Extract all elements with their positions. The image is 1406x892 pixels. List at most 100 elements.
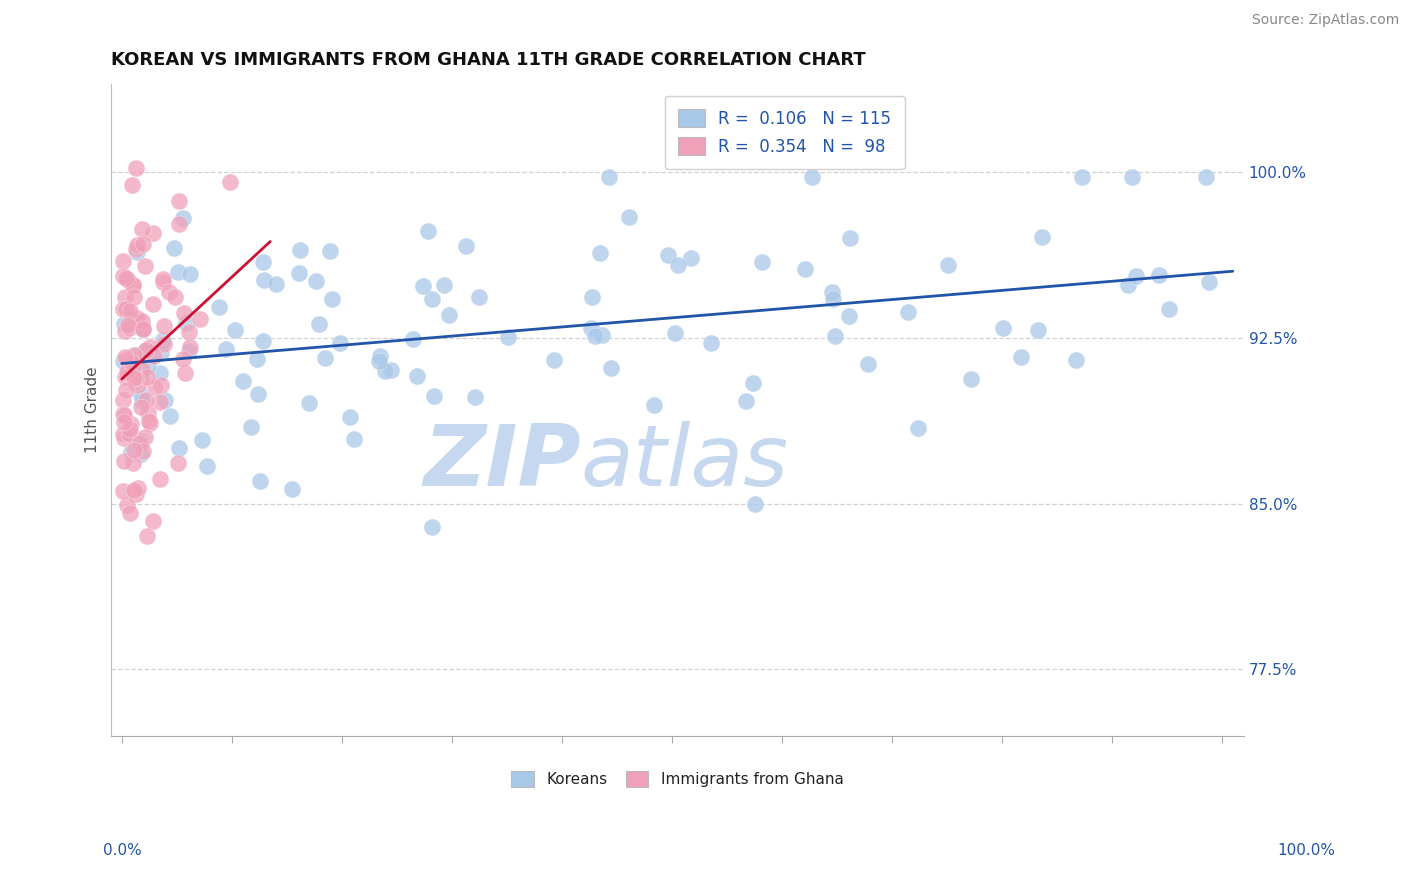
Point bbox=[456, 238, 478, 252]
Point bbox=[118, 321, 141, 335]
Point bbox=[125, 487, 148, 501]
Point bbox=[112, 415, 135, 429]
Point bbox=[122, 289, 145, 303]
Point bbox=[112, 408, 135, 422]
Point bbox=[118, 304, 141, 318]
Point bbox=[131, 222, 153, 236]
Point bbox=[298, 396, 321, 410]
Point bbox=[115, 498, 138, 512]
Point bbox=[342, 432, 364, 446]
Point bbox=[288, 266, 311, 280]
Point bbox=[437, 308, 460, 322]
Point bbox=[374, 364, 396, 378]
Point bbox=[319, 244, 342, 259]
Point bbox=[543, 352, 565, 367]
Point bbox=[600, 361, 623, 376]
Point bbox=[131, 363, 153, 377]
Point bbox=[114, 370, 136, 384]
Point bbox=[115, 365, 138, 379]
Point bbox=[247, 387, 270, 401]
Point bbox=[135, 343, 157, 357]
Point bbox=[177, 325, 200, 339]
Point bbox=[897, 304, 920, 318]
Point bbox=[579, 320, 602, 334]
Point bbox=[420, 292, 443, 306]
Point bbox=[124, 375, 146, 389]
Point bbox=[420, 519, 443, 533]
Point bbox=[959, 372, 981, 386]
Point bbox=[1159, 301, 1181, 316]
Text: atlas: atlas bbox=[581, 420, 789, 503]
Point bbox=[402, 332, 425, 346]
Point bbox=[1026, 323, 1049, 337]
Point bbox=[252, 255, 274, 269]
Point bbox=[174, 316, 197, 330]
Point bbox=[120, 355, 142, 369]
Point bbox=[114, 290, 136, 304]
Point bbox=[167, 456, 190, 470]
Point bbox=[129, 400, 152, 414]
Point bbox=[111, 427, 134, 442]
Point bbox=[416, 224, 439, 238]
Point bbox=[125, 348, 148, 362]
Point bbox=[167, 218, 190, 232]
Point bbox=[114, 302, 136, 317]
Point bbox=[143, 350, 166, 364]
Point bbox=[124, 371, 146, 385]
Point bbox=[823, 292, 845, 306]
Point bbox=[111, 407, 134, 421]
Point bbox=[127, 238, 149, 252]
Point bbox=[112, 317, 135, 331]
Point bbox=[617, 210, 640, 224]
Point bbox=[152, 334, 174, 348]
Point bbox=[135, 369, 157, 384]
Point bbox=[122, 359, 145, 373]
Point bbox=[163, 241, 186, 255]
Point bbox=[127, 481, 149, 495]
Point bbox=[591, 328, 613, 343]
Point bbox=[215, 342, 238, 356]
Point bbox=[252, 334, 274, 348]
Point bbox=[657, 248, 679, 262]
Point bbox=[112, 431, 135, 445]
Point bbox=[125, 352, 148, 367]
Point bbox=[253, 273, 276, 287]
Point bbox=[132, 322, 155, 336]
Point bbox=[232, 374, 254, 388]
Point bbox=[125, 242, 148, 256]
Point bbox=[135, 529, 157, 543]
Point bbox=[131, 394, 153, 409]
Point bbox=[666, 258, 689, 272]
Point bbox=[380, 363, 402, 377]
Point bbox=[129, 372, 152, 386]
Point bbox=[149, 366, 172, 380]
Point bbox=[751, 254, 773, 268]
Point bbox=[153, 337, 176, 351]
Point bbox=[167, 264, 190, 278]
Point bbox=[138, 416, 160, 430]
Point bbox=[249, 475, 271, 489]
Point bbox=[174, 366, 197, 380]
Point bbox=[132, 322, 155, 336]
Point bbox=[127, 313, 149, 327]
Point bbox=[188, 312, 211, 326]
Point bbox=[742, 376, 765, 390]
Point bbox=[598, 169, 620, 184]
Point bbox=[129, 434, 152, 449]
Point bbox=[991, 321, 1014, 335]
Legend: Koreans, Immigrants from Ghana: Koreans, Immigrants from Ghana bbox=[505, 765, 849, 793]
Point bbox=[111, 254, 134, 268]
Point bbox=[122, 456, 145, 470]
Point bbox=[125, 161, 148, 175]
Point bbox=[120, 417, 142, 431]
Point bbox=[135, 392, 157, 407]
Point bbox=[153, 392, 176, 407]
Point bbox=[117, 353, 139, 368]
Point bbox=[583, 328, 606, 343]
Point bbox=[163, 290, 186, 304]
Point bbox=[288, 244, 311, 258]
Point bbox=[433, 277, 456, 292]
Point bbox=[308, 317, 330, 331]
Point bbox=[368, 349, 391, 363]
Point bbox=[224, 323, 246, 337]
